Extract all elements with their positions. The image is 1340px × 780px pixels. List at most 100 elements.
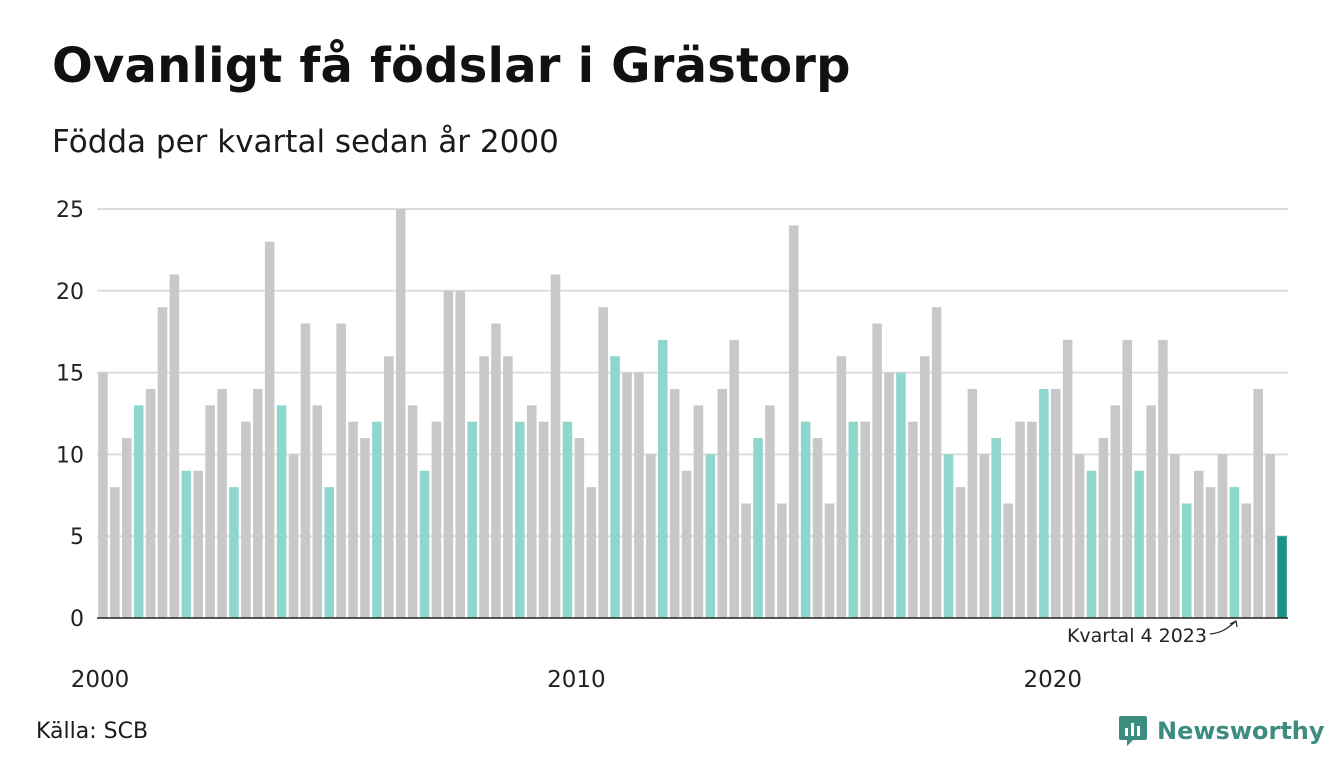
bar [812, 438, 823, 618]
y-tick-label: 10 [56, 443, 84, 468]
bar [967, 388, 978, 618]
bar [800, 421, 811, 618]
bar [669, 388, 680, 618]
bar [1158, 339, 1168, 618]
bar [205, 405, 215, 618]
x-tick-label: 2000 [71, 667, 130, 693]
bar [955, 487, 966, 618]
bar [1134, 470, 1144, 618]
bar [646, 454, 656, 618]
bar [336, 323, 346, 618]
bar [372, 421, 382, 618]
bar [1086, 470, 1097, 618]
bar [1050, 388, 1061, 618]
x-tick-label: 2020 [1024, 667, 1083, 693]
bar [1217, 454, 1228, 618]
bar [824, 503, 835, 618]
brand-name: Newsworthy [1157, 717, 1325, 745]
bar [681, 470, 692, 618]
bar [467, 421, 477, 618]
bar [324, 487, 335, 618]
bar [1205, 487, 1216, 618]
bar [610, 356, 620, 618]
bar [145, 388, 156, 618]
bar-chart: 0 5 10 15 20 25 2000 2010 2020 Kvartal 4 2023 [56, 198, 1288, 693]
source-note: Källa: SCB [36, 719, 149, 744]
y-tick-label: 25 [56, 198, 84, 223]
bar [896, 372, 906, 618]
bar [264, 241, 275, 618]
bar [1253, 388, 1263, 618]
bar [1039, 388, 1049, 618]
x-tick-label: 2010 [547, 667, 606, 693]
bar [729, 339, 739, 618]
bar [741, 503, 751, 618]
bar [1182, 503, 1192, 618]
bar [1265, 454, 1275, 618]
bar [979, 454, 990, 618]
bar [634, 372, 644, 618]
bar [562, 421, 573, 618]
bar [765, 405, 775, 618]
bar [1110, 405, 1121, 618]
bar [943, 454, 954, 618]
bar [1229, 487, 1240, 618]
bar [1098, 438, 1109, 618]
bar [586, 487, 597, 618]
bar [1015, 421, 1025, 618]
bar [919, 356, 930, 618]
bar [515, 421, 525, 618]
brand-logo: Newsworthy [1118, 713, 1325, 749]
bar [241, 421, 251, 618]
gridlines [97, 208, 1288, 538]
x-axis-tick-labels: 2000 2010 2020 [71, 667, 1082, 693]
bar [431, 421, 442, 618]
bar [133, 405, 144, 618]
latest-quarter-annotation: Kvartal 4 2023 [1067, 620, 1238, 647]
bar [574, 438, 585, 618]
bar [884, 372, 894, 618]
bar [1074, 454, 1085, 618]
bar [753, 438, 763, 618]
bar [455, 290, 466, 618]
chart-title: Ovanligt få födslar i Grästorp [52, 38, 851, 94]
bar [777, 503, 787, 618]
bar [860, 421, 870, 618]
y-tick-label: 5 [70, 525, 84, 550]
bar [98, 372, 108, 618]
bar [1122, 339, 1132, 618]
bar [550, 274, 561, 618]
bars [98, 209, 1287, 619]
bar [503, 356, 513, 618]
bar [1170, 454, 1180, 618]
bar [169, 274, 180, 618]
bar [717, 388, 728, 618]
bar [908, 421, 918, 618]
bar [360, 438, 370, 618]
bar [443, 290, 454, 618]
bar [407, 405, 418, 618]
bar [193, 470, 203, 618]
chart-subtitle: Födda per kvartal sedan år 2000 [52, 124, 559, 160]
y-axis-tick-labels: 0 5 10 15 20 25 [56, 198, 84, 632]
bar [693, 405, 704, 618]
bar [157, 307, 168, 618]
bar [229, 487, 239, 618]
bar [253, 388, 263, 618]
bar [348, 421, 358, 618]
bar [1241, 503, 1252, 618]
bar [1062, 339, 1073, 618]
bar [657, 339, 668, 618]
bar [395, 209, 406, 618]
bar [1146, 405, 1156, 618]
bar [419, 470, 430, 618]
bar [836, 356, 847, 618]
bar [491, 323, 501, 618]
bar [110, 487, 120, 618]
bar [384, 356, 394, 618]
bar [1193, 470, 1204, 618]
bar [848, 421, 859, 618]
bar [526, 405, 537, 618]
bar [181, 470, 192, 618]
annotation-arrow [1209, 620, 1238, 635]
